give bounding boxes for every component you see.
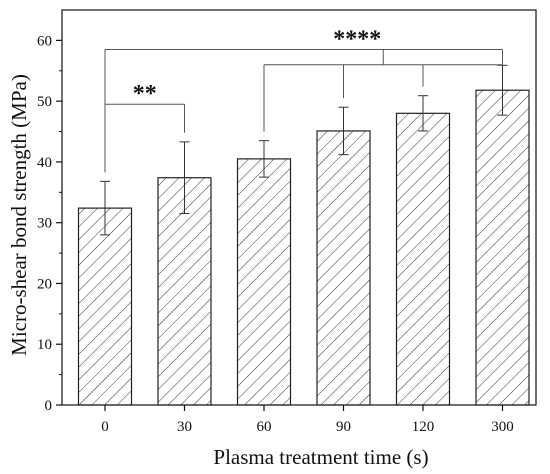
y-tick-label: 10 [37,337,52,353]
bars [77,89,530,406]
x-tick-label: 60 [257,419,272,435]
plot-frame [61,9,537,406]
bar [395,112,451,406]
y-tick-label: 30 [37,216,52,232]
significance-label: ** [133,81,157,107]
bar [236,158,292,406]
y-tick-label: 60 [37,33,52,49]
x-tick-label: 90 [336,419,351,435]
error-bars [100,64,508,236]
x-axis-label: Plasma treatment time (s) [213,445,428,469]
y-tick-label: 40 [37,155,52,171]
bar [316,130,371,406]
x-tick-label: 0 [101,419,109,435]
bar [77,207,133,406]
x-tick-label: 300 [491,419,514,435]
significance-label: **** [333,27,381,53]
x-tick-label: 30 [177,419,192,435]
y-axis-label: Micro-shear bond strength (MPa) [7,74,31,356]
x-axis: 0 30 60 90 120 300 [101,405,514,435]
bar [475,89,530,406]
y-tick-label: 0 [45,398,53,414]
y-tick-label: 20 [37,276,52,292]
significance-brackets: ****** [104,27,503,173]
y-axis: 0 10 20 30 40 50 60 [37,33,62,414]
x-tick-label: 120 [412,419,435,435]
y-tick-label: 50 [37,94,52,110]
plot-border [61,9,537,406]
bar [157,177,212,406]
